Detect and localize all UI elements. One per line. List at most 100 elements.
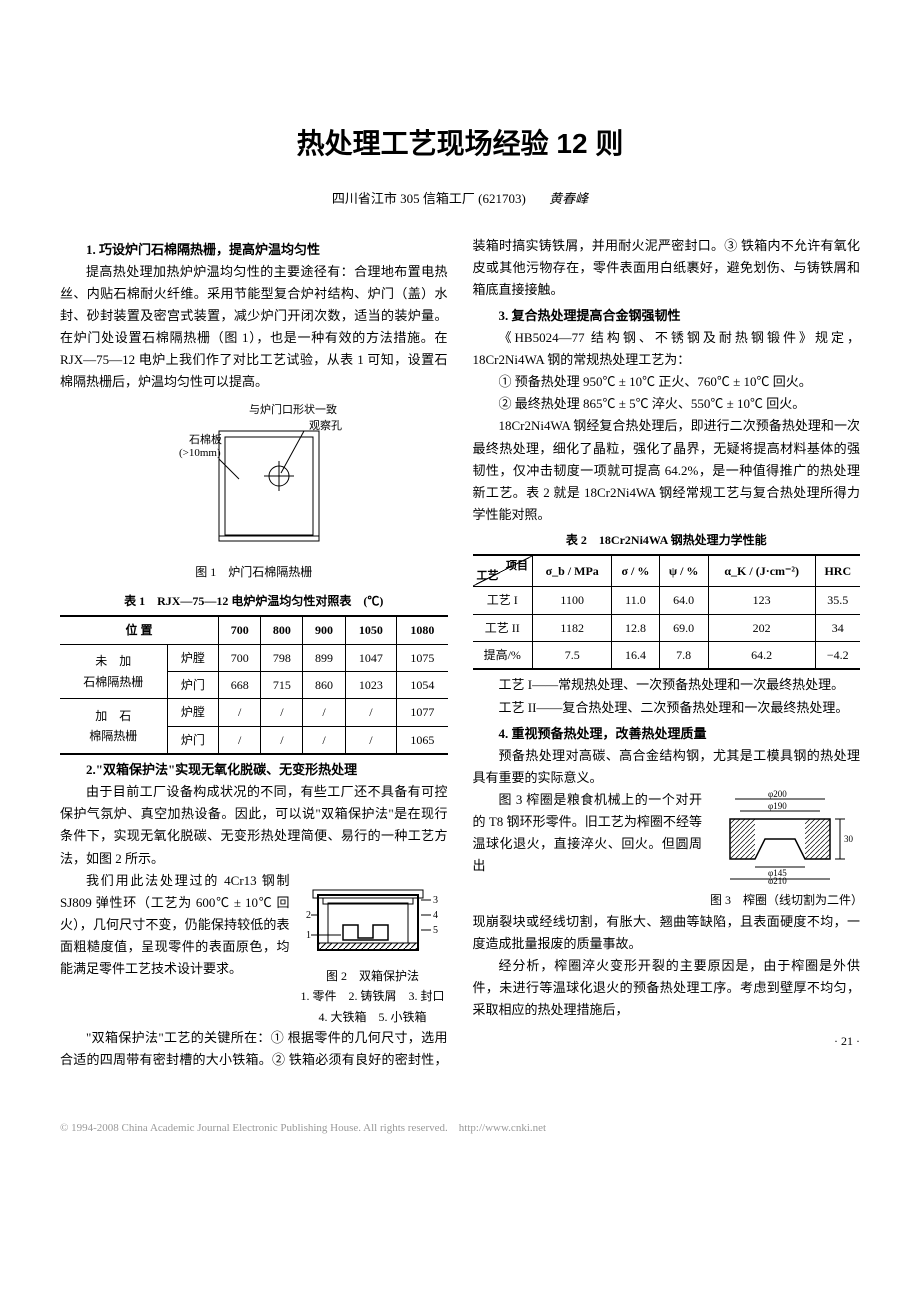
- section-2-figrow: 我们用此法处理过的 4Cr13 钢制 SJ809 弹性环（工艺为 600℃ ± …: [60, 870, 448, 1028]
- t2-c: 35.5: [815, 587, 860, 614]
- t1-c: 未 加石棉隔热栅: [60, 644, 167, 699]
- t2-c: 123: [708, 587, 815, 614]
- section-3-head: 3. 复合热处理提高合金钢强韧性: [473, 305, 861, 327]
- t1-c: 1054: [397, 672, 448, 699]
- t2-c: 7.5: [533, 642, 612, 670]
- svg-text:2: 2: [306, 910, 311, 921]
- fig1-annot3a: 石棉板: [189, 432, 222, 446]
- t1-c: 炉门: [167, 726, 219, 754]
- t2-h: σ_b / MPa: [533, 555, 612, 587]
- t1-c: /: [219, 726, 261, 754]
- fig1-annot3b: (>10mm): [179, 447, 221, 459]
- t1-c: 668: [219, 672, 261, 699]
- t1-c: 1075: [397, 644, 448, 671]
- table-row: 项目 工艺 σ_b / MPa σ / % ψ / % α_K / (J·cm⁻…: [473, 555, 861, 587]
- t2-c: 工艺 II: [473, 614, 533, 641]
- t1-c: 1047: [345, 644, 397, 671]
- table-row: 提高/% 7.5 16.4 7.8 64.2 −4.2: [473, 642, 861, 670]
- svg-text:φ190: φ190: [768, 801, 787, 811]
- section-4-p1: 预备热处理对高碳、高合金结构钢，尤其是工模具钢的热处理具有重要的实际意义。: [473, 745, 861, 789]
- t2-c: 64.2: [708, 642, 815, 670]
- svg-text:30: 30: [844, 834, 854, 844]
- t1-c: 798: [261, 644, 303, 671]
- t2-c: 202: [708, 614, 815, 641]
- section-1-head: 1. 巧设炉门石棉隔热栅，提高炉温均匀性: [60, 239, 448, 261]
- figure-1: 与炉门口形状一致 观察孔 石棉板 (>10mm) 图 1 炉门石棉隔热栅: [60, 401, 448, 582]
- t2-diag-bot: 工艺: [477, 567, 499, 586]
- t2-h: σ / %: [612, 555, 659, 587]
- t1-c: /: [345, 726, 397, 754]
- svg-text:3: 3: [433, 895, 438, 906]
- t2-h: HRC: [815, 555, 860, 587]
- t2-c: 69.0: [659, 614, 708, 641]
- t1-c: 860: [303, 672, 345, 699]
- fig1-annot1: 与炉门口形状一致: [249, 402, 337, 416]
- author-line: 四川省江市 305 信箱工厂 (621703) 黄春峰: [60, 188, 860, 210]
- page-number: · 21 ·: [473, 1031, 861, 1051]
- t1-c: 炉门: [167, 672, 219, 699]
- t1-c: 1065: [397, 726, 448, 754]
- postcode: (621703): [478, 191, 526, 206]
- t2-c: −4.2: [815, 642, 860, 670]
- figure-3-svg: φ200 φ190 φ145 φ210 30: [710, 789, 860, 884]
- section-3-p2: ① 预备热处理 950℃ ± 10℃ 正火、760℃ ± 10℃ 回火。: [473, 371, 861, 393]
- svg-text:φ200: φ200: [768, 789, 787, 799]
- t1-c: /: [345, 699, 397, 726]
- t1-c: 1023: [345, 672, 397, 699]
- t1-c: 899: [303, 644, 345, 671]
- t2-c: 1182: [533, 614, 612, 641]
- table-row: 工艺 I 1100 11.0 64.0 123 35.5: [473, 587, 861, 614]
- figure-3: φ200 φ190 φ145 φ210 30 图 3 榨圈（线切割为二件）: [710, 789, 860, 911]
- table-row: 工艺 II 1182 12.8 69.0 202 34: [473, 614, 861, 641]
- table-row: 加 石棉隔热栅 炉膛 / / / / 1077: [60, 699, 448, 726]
- article-title: 热处理工艺现场经验 12 则: [60, 120, 860, 168]
- section-2-p2-text: 我们用此法处理过的 4Cr13 钢制 SJ809 弹性环（工艺为 600℃ ± …: [60, 870, 290, 980]
- t1-h-pos: 位 置: [60, 616, 219, 644]
- section-3-p3: ② 最终热处理 865℃ ± 5℃ 淬火、550℃ ± 10℃ 回火。: [473, 393, 861, 415]
- t1-c: 1077: [397, 699, 448, 726]
- section-2-p2: 我们用此法处理过的 4Cr13 钢制 SJ809 弹性环（工艺为 600℃ ± …: [60, 870, 290, 980]
- svg-text:1: 1: [306, 930, 311, 941]
- t2-c: 提高/%: [473, 642, 533, 670]
- table-1: 位 置 700 800 900 1050 1080 未 加石棉隔热栅 炉膛 70…: [60, 615, 448, 755]
- t1-h: 1080: [397, 616, 448, 644]
- t1-c: 炉膛: [167, 644, 219, 671]
- svg-text:5: 5: [433, 925, 438, 936]
- fig1-annot2: 观察孔: [309, 418, 342, 432]
- table-2: 项目 工艺 σ_b / MPa σ / % ψ / % α_K / (J·cm⁻…: [473, 554, 861, 670]
- t2-c: 1100: [533, 587, 612, 614]
- t2-c: 64.0: [659, 587, 708, 614]
- t1-c: 700: [219, 644, 261, 671]
- t1-h: 700: [219, 616, 261, 644]
- section-3-p4: 18Cr2Ni4WA 钢经复合热处理后，即进行二次预备热处理和一次最终热处理，细…: [473, 415, 861, 525]
- figure-1-svg: 与炉门口形状一致 观察孔 石棉板 (>10mm): [149, 401, 359, 551]
- t2-diag-top: 项目: [506, 557, 528, 576]
- figure-1-caption: 图 1 炉门石棉隔热栅: [60, 562, 448, 582]
- section-3-p1: 《HB5024—77 结构钢、不锈钢及耐热钢锻件》规定，18Cr2Ni4WA 钢…: [473, 327, 861, 371]
- table-2-title: 表 2 18Cr2Ni4WA 钢热处理力学性能: [473, 530, 861, 550]
- table-row: 未 加石棉隔热栅 炉膛 700 798 899 1047 1075: [60, 644, 448, 671]
- t2-c: 7.8: [659, 642, 708, 670]
- table-2-note1: 工艺 I——常规热处理、一次预备热处理和一次最终热处理。: [473, 674, 861, 696]
- table-2-note2: 工艺 II——复合热处理、二次预备热处理和一次最终热处理。: [473, 697, 861, 719]
- t1-h: 800: [261, 616, 303, 644]
- table-1-title: 表 1 RJX—75—12 电炉炉温均匀性对照表 (℃): [60, 591, 448, 611]
- section-1-p1: 提高热处理加热炉炉温均匀性的主要途径有：合理地布置电热丝、内贴石棉耐火纤维。采用…: [60, 261, 448, 394]
- t1-c: 炉膛: [167, 699, 219, 726]
- figure-3-caption: 图 3 榨圈（线切割为二件）: [710, 890, 860, 910]
- t1-c: /: [303, 726, 345, 754]
- t1-h: 1050: [345, 616, 397, 644]
- figure-2-svg: 零件 3 4 5 2 1: [303, 870, 443, 960]
- author-name: 黄春峰: [549, 191, 588, 206]
- section-4-p2c: 现崩裂块或经线切割，有胀大、翘曲等缺陷，且表面硬度不均，一度造成批量报废的质量事…: [473, 911, 861, 955]
- t1-h: 900: [303, 616, 345, 644]
- section-2-p1: 由于目前工厂设备构成状况的不同，有些工厂还不具备有可控保护气氛炉、真空加热设备。…: [60, 781, 448, 869]
- section-4-head: 4. 重视预备热处理，改善热处理质量: [473, 723, 861, 745]
- body-columns: 1. 巧设炉门石棉隔热栅，提高炉温均匀性 提高热处理加热炉炉温均匀性的主要途径有…: [60, 235, 860, 1072]
- figure-2: 零件 3 4 5 2 1 图 2 双箱保护法 1. 零件 2. 铸铁屑 3. 封…: [298, 870, 448, 1028]
- t1-c: 加 石棉隔热栅: [60, 699, 167, 754]
- t2-c: 工艺 I: [473, 587, 533, 614]
- t2-c: 11.0: [612, 587, 659, 614]
- table-row: 位 置 700 800 900 1050 1080: [60, 616, 448, 644]
- t2-h: ψ / %: [659, 555, 708, 587]
